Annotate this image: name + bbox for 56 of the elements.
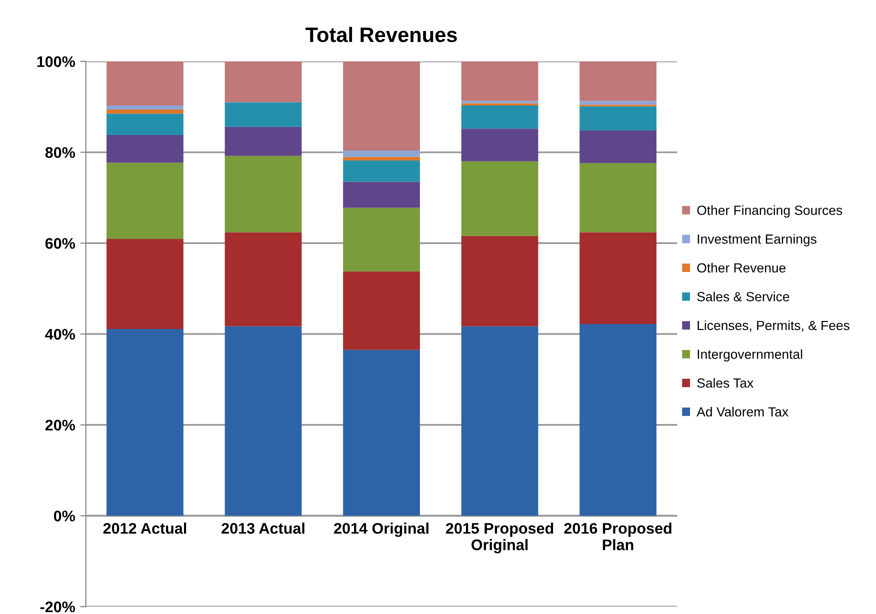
bar xyxy=(224,156,302,232)
bar xyxy=(106,110,184,114)
x-tick-label: 2012 Actual xyxy=(103,522,186,534)
legend-label: Investment Earnings xyxy=(698,234,816,246)
bar xyxy=(461,326,538,516)
bar xyxy=(461,61,538,101)
bar xyxy=(224,326,302,516)
bar xyxy=(343,150,420,157)
bar xyxy=(580,324,656,516)
y-tick-label: 20% xyxy=(45,420,76,431)
legend-label: Sales Tax xyxy=(697,378,754,388)
bar xyxy=(343,182,420,208)
bar xyxy=(580,232,656,324)
legend-label: Sales & Service xyxy=(697,292,790,302)
y-tick-label: -20% xyxy=(40,602,76,612)
bar xyxy=(224,61,302,102)
bar xyxy=(106,114,184,136)
bar xyxy=(224,126,302,156)
bar xyxy=(343,61,420,150)
x-tick-label: 2016 Proposed Plan xyxy=(564,522,672,550)
y-tick-label: 40% xyxy=(45,328,76,340)
y-tick-label: 0% xyxy=(54,510,76,522)
chart-title: Total Revenues xyxy=(306,26,457,42)
bar xyxy=(343,271,420,350)
bar xyxy=(343,208,420,272)
bar xyxy=(580,106,656,130)
x-tick-label: 2014 Original xyxy=(334,522,428,537)
legend-label: Ad Valorem Tax xyxy=(696,406,788,417)
bar xyxy=(343,350,420,516)
y-tick-label: 100% xyxy=(37,56,76,68)
legend-label: Other Financing Sources xyxy=(697,205,842,218)
bar xyxy=(106,329,184,516)
bar xyxy=(106,135,184,163)
bar xyxy=(343,160,420,182)
bar xyxy=(224,102,302,127)
legend-label: Intergovernmental xyxy=(698,349,802,362)
legend-label: Other Revenue xyxy=(697,262,786,273)
bar xyxy=(106,239,184,330)
bar xyxy=(461,128,538,162)
bar xyxy=(461,161,538,236)
y-tick-label: 80% xyxy=(45,147,76,158)
x-tick-label: 2015 Proposed Original xyxy=(446,522,554,554)
legend-label: Licenses, Permits, & Fees xyxy=(698,320,850,332)
x-tick-label: 2013 Actual xyxy=(222,522,304,534)
bar xyxy=(106,61,184,106)
bar xyxy=(580,163,656,232)
bar xyxy=(580,61,656,101)
bar xyxy=(580,130,656,164)
y-tick-label: 60% xyxy=(45,238,76,249)
bar xyxy=(461,236,538,326)
bar xyxy=(106,105,184,110)
bar xyxy=(224,232,302,326)
bar xyxy=(106,162,184,240)
bar xyxy=(461,105,538,129)
bar xyxy=(343,156,420,160)
bar xyxy=(580,100,656,105)
